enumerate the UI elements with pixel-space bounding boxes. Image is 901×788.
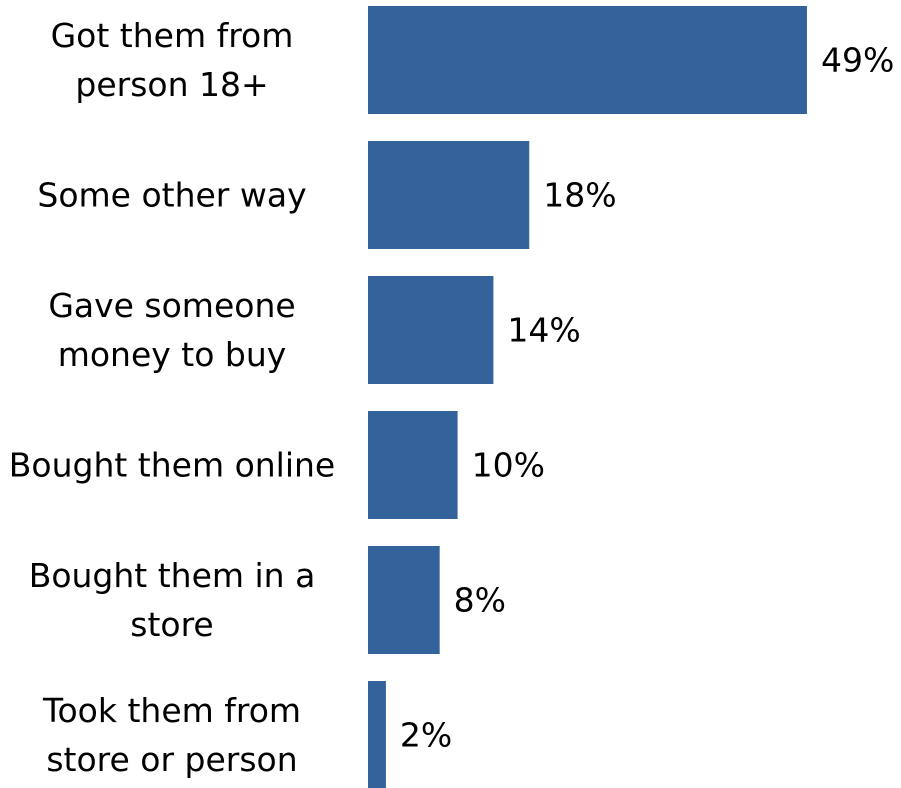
bar-1 <box>368 141 530 249</box>
category-label-line: person 18+ <box>75 65 268 104</box>
bar-3 <box>368 411 458 519</box>
category-label-1: Some other way <box>37 176 306 215</box>
category-label-line: money to buy <box>58 335 287 374</box>
bar-4 <box>368 546 440 654</box>
value-labels: 49% 18% 14% 10% 8% 2% <box>400 41 894 755</box>
category-label-line: store <box>130 605 213 644</box>
value-label-0: 49% <box>821 41 894 80</box>
category-label-line: store or person <box>46 740 297 779</box>
category-label-line: Bought them in a <box>29 556 316 595</box>
category-labels: Got them from person 18+ Some other way Gav… <box>9 16 336 779</box>
category-label-line: Got them from <box>51 16 294 55</box>
value-label-2: 14% <box>507 311 580 350</box>
category-label-4: Bought them in a store <box>29 556 316 644</box>
category-label-line: Bought them online <box>9 446 336 485</box>
bar-2 <box>368 276 494 384</box>
category-label-2: Gave someone money to buy <box>48 286 295 374</box>
value-label-5: 2% <box>400 716 452 755</box>
value-label-1: 18% <box>543 176 616 215</box>
bar-5 <box>368 681 386 788</box>
category-label-5: Took them from store or person <box>42 691 301 779</box>
category-label-line: Gave someone <box>48 286 295 325</box>
category-label-3: Bought them online <box>9 446 336 485</box>
bar-0 <box>368 6 807 114</box>
value-label-4: 8% <box>454 581 506 620</box>
category-label-line: Some other way <box>37 176 306 215</box>
bars <box>368 6 807 788</box>
category-label-line: Took them from <box>42 691 301 730</box>
category-label-0: Got them from person 18+ <box>51 16 294 104</box>
value-label-3: 10% <box>472 446 545 485</box>
